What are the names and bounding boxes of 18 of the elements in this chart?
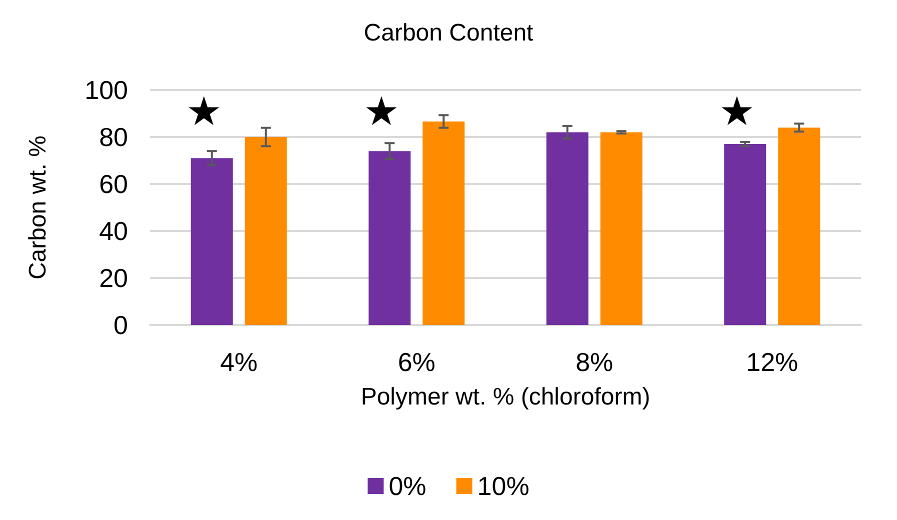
annotation: ★ xyxy=(364,90,400,134)
legend-label: 0% xyxy=(388,471,426,501)
x-tick-label: 6% xyxy=(398,347,436,377)
y-tick-label: 40 xyxy=(99,216,128,246)
chart-title: Carbon Content xyxy=(364,20,534,46)
x-axis-title: Polymer wt. % (chloroform) xyxy=(360,384,650,410)
x-tick-label: 8% xyxy=(576,347,614,377)
y-axis-title: Carbon wt. % xyxy=(24,135,52,280)
x-tick-label: 12% xyxy=(746,347,798,377)
y-tick-label: 0 xyxy=(114,310,128,340)
annotation: ★ xyxy=(719,90,756,134)
legend-label: 10% xyxy=(477,471,530,501)
y-tick-label: 80 xyxy=(99,122,128,152)
y-tick-label: 60 xyxy=(99,169,128,199)
x-tick-label: 4% xyxy=(220,347,258,377)
y-tick-label: 100 xyxy=(84,75,128,105)
annotation: ★ xyxy=(186,90,222,134)
y-tick-label: 20 xyxy=(99,263,128,293)
